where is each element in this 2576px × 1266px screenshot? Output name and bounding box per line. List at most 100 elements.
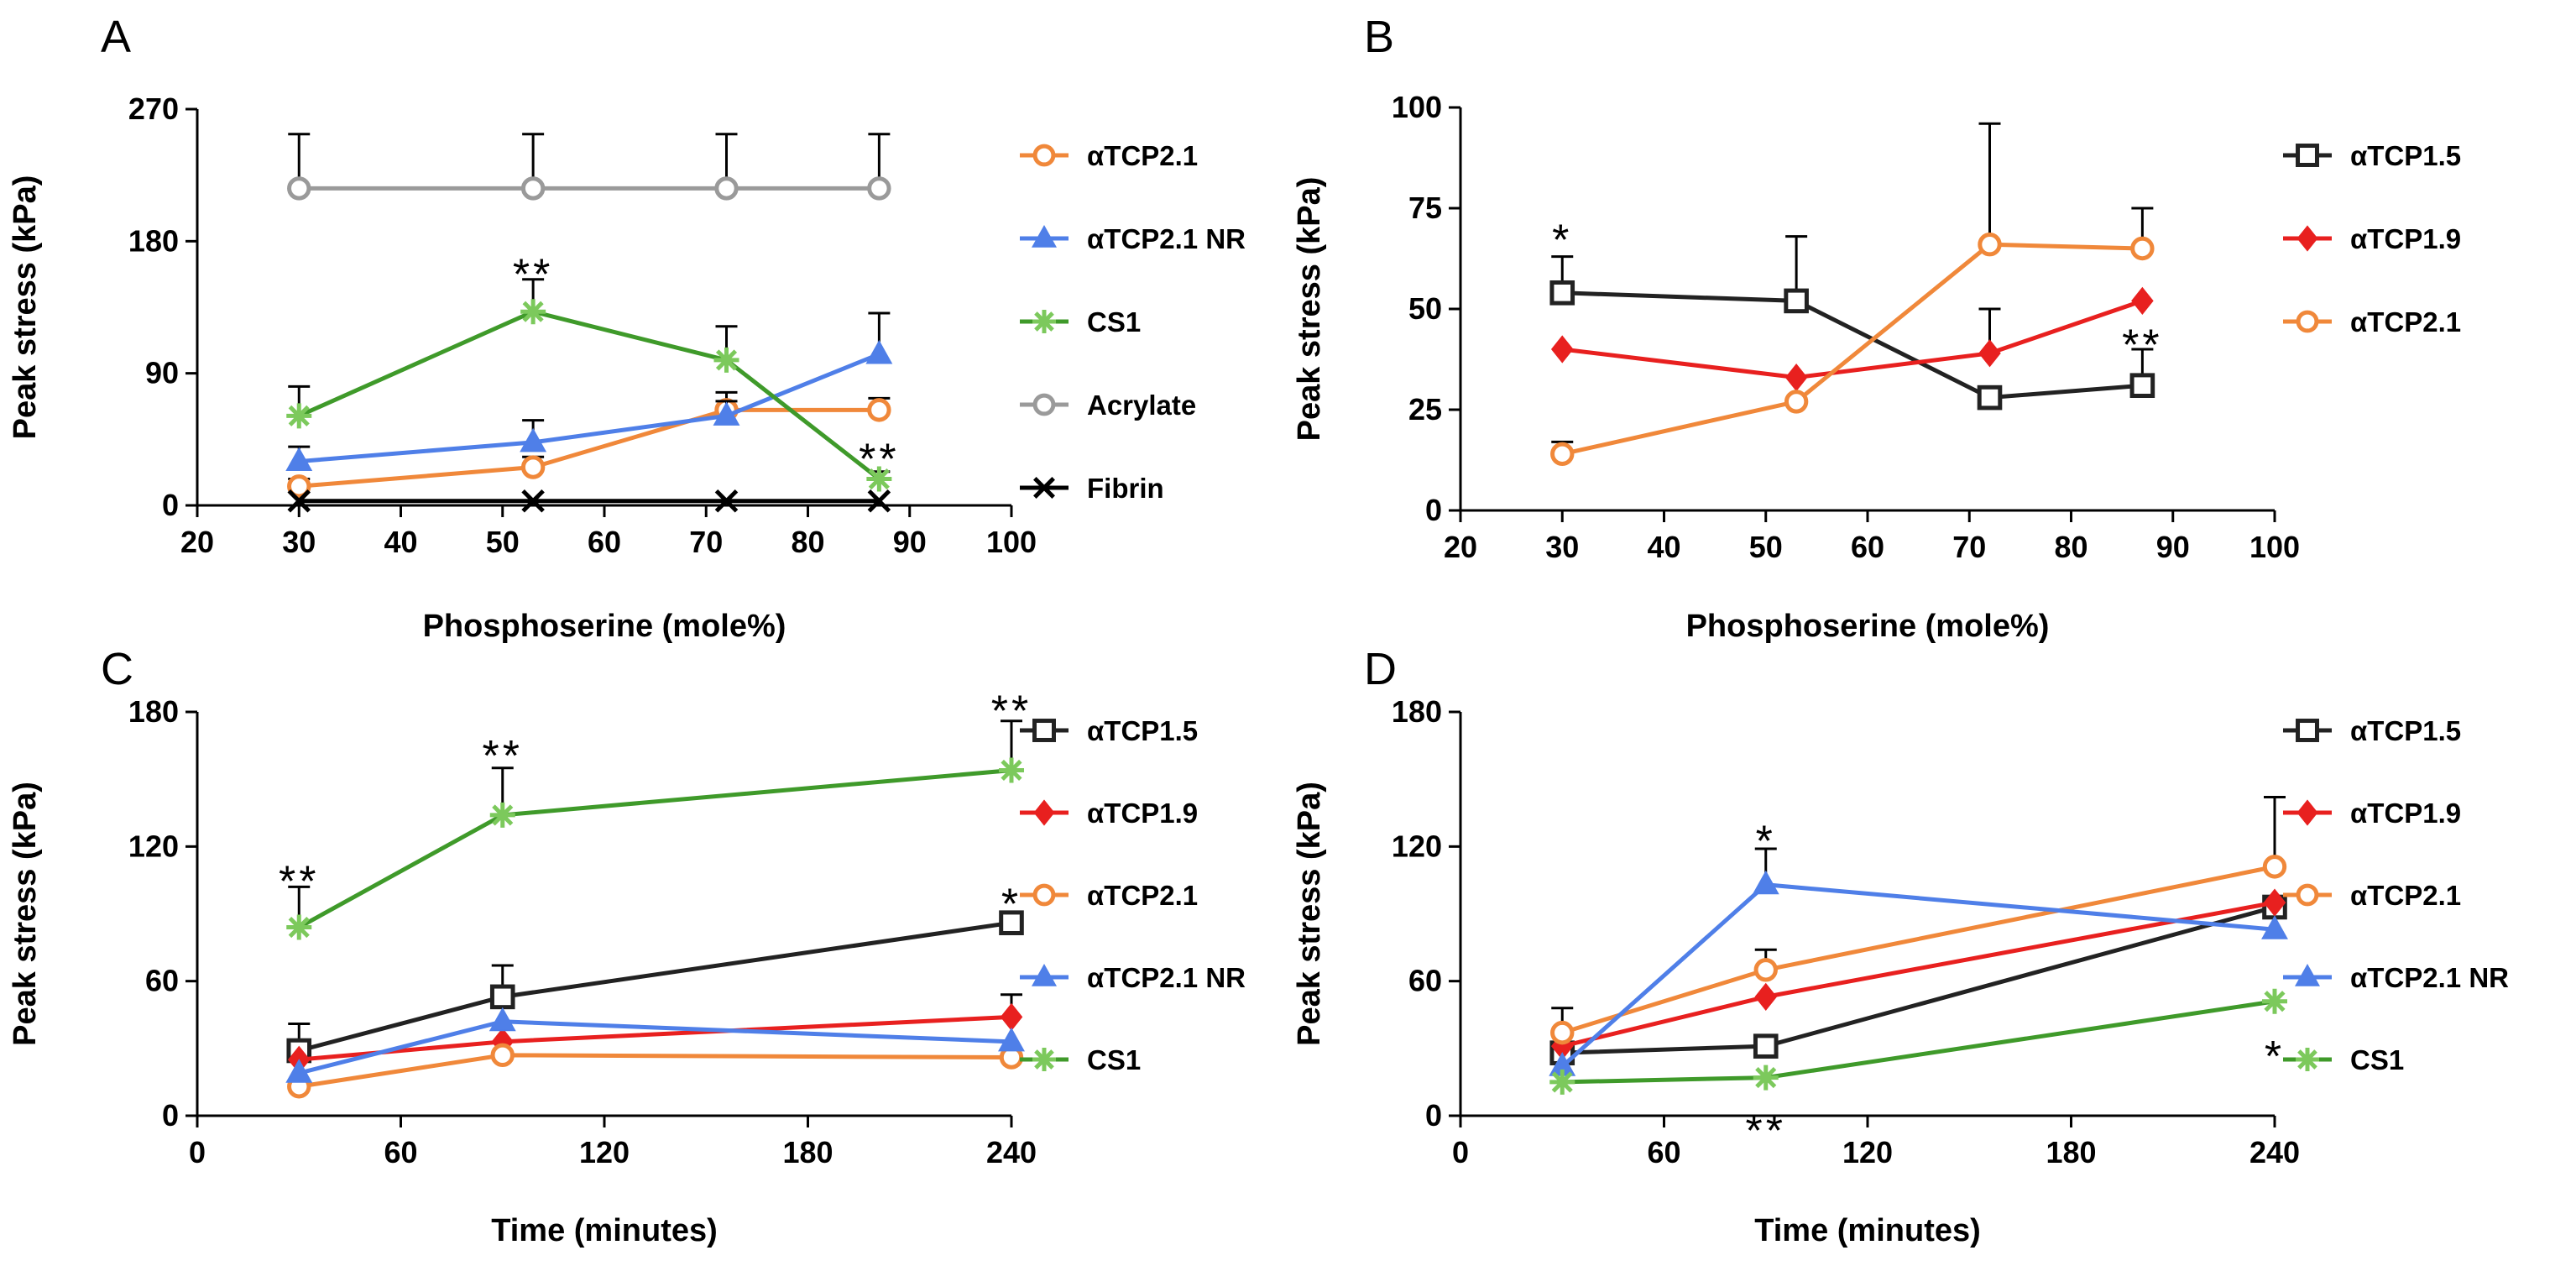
legend-marker	[2296, 225, 2318, 252]
data-point	[287, 489, 311, 513]
panel-b-x-tick-label: 40	[1647, 530, 1680, 564]
data-point	[489, 1007, 516, 1032]
panel-c-y-tick-label: 0	[162, 1098, 179, 1133]
panel-a-legend-item: αTCP2.1	[1020, 140, 1198, 171]
data-point	[490, 1043, 515, 1068]
panel-a-x-tick-label: 60	[588, 525, 621, 559]
data-point	[713, 401, 740, 426]
panel-d-chart: 0 60 120 180 0 60 120 180 240 Time (minutes) Peak …	[1292, 694, 2509, 1248]
data-point	[2263, 888, 2286, 917]
legend-label: Fibrin	[1087, 473, 1164, 504]
data-point	[2262, 855, 2287, 879]
panel-c-y-axis-title: Peak stress (kPa)	[8, 782, 43, 1046]
legend-marker	[1032, 393, 1056, 416]
panel-b-significance-label: **	[2122, 321, 2162, 369]
panel-b-series-atcp1-5	[1549, 235, 2155, 411]
data-point	[867, 489, 891, 513]
panel-d-legend-item: αTCP1.5	[2283, 715, 2461, 746]
data-point	[1549, 280, 1575, 306]
panel-d-y-tick-label: 120	[1392, 829, 1442, 863]
legend-label: αTCP1.9	[1087, 798, 1198, 829]
panel-c-legend-item: αTCP1.5	[1020, 715, 1198, 746]
panel-d-legend-item: αTCP2.1	[2283, 880, 2461, 911]
legend-marker	[1032, 144, 1056, 167]
data-point	[998, 1027, 1025, 1052]
panel-d-series-atcp2-1-nr	[1549, 847, 2288, 1076]
data-point	[1784, 390, 1809, 414]
panel-d-significance-label: *	[1756, 818, 1776, 866]
data-point	[520, 427, 547, 453]
panel-b-x-tick-label: 100	[2249, 530, 2300, 564]
panel-d-y-axis-title: Peak stress (kPa)	[1292, 782, 1327, 1046]
panel-a-x-tick-label: 20	[180, 525, 214, 559]
legend-marker	[2296, 1048, 2319, 1071]
panel-d-x-tick-label: 240	[2249, 1135, 2300, 1169]
panel-c-y-tick-label: 180	[128, 694, 179, 729]
data-point	[1753, 1033, 1779, 1059]
data-point	[286, 403, 312, 429]
data-point	[2131, 286, 2154, 316]
panel-d-legend-item: αTCP1.9	[2283, 798, 2461, 829]
series-line	[298, 1019, 1012, 1075]
series-line	[1560, 882, 2276, 1069]
data-point	[286, 914, 312, 940]
data-point	[2262, 988, 2287, 1014]
panel-c-legend-item: αTCP2.1	[1020, 880, 1198, 911]
panel-c-chart: 0 60 120 180 0 60 120 180 240 Time (minutes) Peak …	[8, 688, 1246, 1248]
data-point	[1000, 1002, 1023, 1032]
series-line	[298, 1053, 1012, 1089]
panel-d: D	[1364, 644, 1397, 694]
legend-marker	[2296, 799, 2318, 826]
data-point	[285, 447, 313, 472]
panel-b-x-tick-label: 30	[1545, 530, 1579, 564]
legend-label: αTCP1.9	[2350, 798, 2461, 829]
panel-b-legend-item: αTCP1.5	[2283, 140, 2461, 171]
panel-d-x-tick-label: 60	[1647, 1135, 1680, 1169]
panel-a-legend-item: αTCP2.1 NR	[1020, 223, 1246, 254]
legend-label: αTCP2.1	[1087, 880, 1198, 911]
data-point	[714, 176, 739, 201]
panel-b-letter: B	[1364, 12, 1394, 62]
panel-c-series-atcp2-1-nr	[285, 1007, 1025, 1083]
legend-label: CS1	[1087, 306, 1141, 337]
legend-label: αTCP2.1	[2350, 306, 2461, 337]
panel-a-y-tick-label: 180	[128, 223, 179, 258]
panel-c-series-atcp1-9	[287, 993, 1023, 1074]
panel-c-legend-item: αTCP1.9	[1020, 798, 1198, 829]
data-point	[1784, 363, 1808, 392]
panel-a-x-tick-label: 40	[384, 525, 417, 559]
panel-a-x-tick-label: 100	[986, 525, 1037, 559]
legend-marker	[2296, 883, 2319, 907]
legend-label: αTCP2.1	[1087, 140, 1198, 171]
panel-c-significance-label: **	[991, 688, 1032, 736]
series-line	[1562, 999, 2276, 1085]
data-point	[1754, 982, 1778, 1011]
legend-label: αTCP2.1 NR	[1087, 962, 1246, 993]
panel-b-chart: 0 25 50 75 100 20 30 40 50 60 70 80 90 100 Phosphoseri…	[1292, 90, 2461, 644]
panel-a-legend-item: Fibrin	[1020, 473, 1164, 504]
panel-b-x-tick-label: 50	[1749, 530, 1783, 564]
panel-b-y-tick-label: 0	[1425, 493, 1442, 527]
panel-b-legend-item: αTCP2.1	[2283, 306, 2461, 337]
data-point	[867, 398, 891, 422]
panel-b-y-tick-label: 25	[1408, 392, 1442, 426]
panel-d-x-tick-label: 120	[1842, 1135, 1893, 1169]
panel-c-x-tick-label: 0	[189, 1135, 206, 1169]
panel-d-legend-item: CS1	[2283, 1044, 2404, 1075]
panel-a-letter: A	[101, 12, 131, 62]
legend-marker	[1033, 799, 1055, 826]
panel-a-x-tick-label: 80	[791, 525, 824, 559]
data-point	[1549, 1069, 1575, 1095]
panel-c: C	[101, 644, 133, 694]
panel-d-significance-label: **	[1746, 1106, 1786, 1155]
panel-a-x-axis-title: Phosphoserine (mole%)	[423, 609, 786, 644]
panel-d-legend-item: αTCP2.1 NR	[2283, 962, 2509, 993]
data-point	[999, 910, 1024, 935]
panel-a-x-tick-label: 70	[689, 525, 723, 559]
data-point	[521, 489, 545, 513]
data-point	[866, 466, 892, 492]
panel-d-x-tick-label: 180	[2046, 1135, 2096, 1169]
data-point	[2129, 373, 2155, 398]
panel-a-x-tick-label: 90	[893, 525, 927, 559]
data-point	[714, 489, 739, 513]
